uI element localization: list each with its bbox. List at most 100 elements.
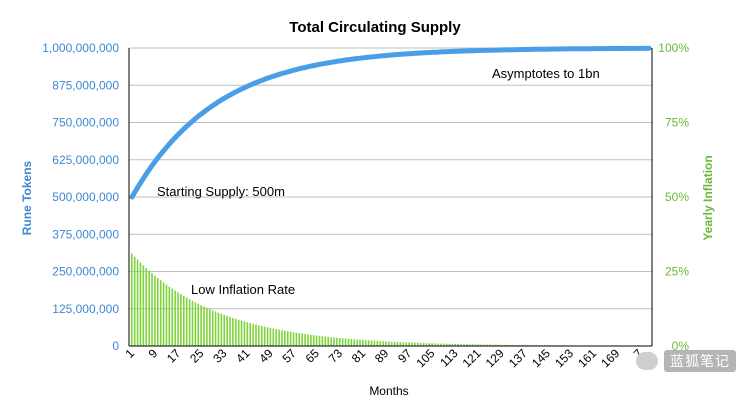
x-tick-label: 129 [483,346,507,370]
inflation-bar [195,302,197,346]
x-tick-label: 145 [529,346,553,370]
inflation-bar [134,257,136,346]
inflation-bar [174,291,176,346]
inflation-bar [235,319,237,346]
x-tick-label: 57 [279,346,299,366]
inflation-bar [327,337,329,346]
inflation-bar [226,316,228,346]
inflation-bar [391,342,393,346]
inflation-bar [223,315,225,346]
inflation-bar [385,341,387,346]
inflation-bar [287,331,289,346]
inflation-bar [151,273,153,346]
inflation-bar [131,254,133,346]
inflation-bar [345,339,347,346]
inflation-bar [197,304,199,346]
inflation-bar [342,338,344,346]
inflation-bar [382,341,384,346]
inflation-bar [232,318,234,346]
right-axis-label: Yearly Inflation [701,155,715,240]
inflation-bar [218,313,220,346]
inflation-bar [322,336,324,346]
x-tick-label: 113 [437,346,461,370]
inflation-bar [177,292,179,346]
inflation-bar [209,309,211,346]
left-tick-label: 125,000,000 [52,302,119,316]
inflation-bar [290,332,292,346]
inflation-bar [362,340,364,346]
inflation-bar [379,341,381,346]
right-tick-label: 50% [665,190,689,204]
left-axis-ticks: 0125,000,000250,000,000375,000,000500,00… [42,41,119,353]
right-tick-label: 75% [665,116,689,130]
inflation-bar [411,343,413,346]
inflation-bar [281,330,283,346]
inflation-bar [238,320,240,346]
x-tick-label: 25 [187,346,207,366]
inflation-bar [169,287,171,346]
watermark: 蓝狐笔记 [636,350,736,372]
inflation-bar [365,340,367,346]
inflation-bar [333,337,335,346]
inflation-bar [171,289,173,346]
inflation-bar [330,337,332,346]
inflation-bar [252,324,254,346]
inflation-bar [296,333,298,346]
inflation-bar [157,278,159,346]
inflation-bar [255,325,257,346]
x-tick-label: 65 [303,346,323,366]
inflation-bar [316,336,318,346]
x-tick-label: 81 [349,346,369,366]
inflation-bar [221,314,223,346]
inflation-bar [192,301,194,346]
inflation-bar [200,305,202,346]
inflation-bar [336,338,338,346]
x-tick-label: 105 [413,346,437,370]
inflation-bar [212,310,214,346]
inflation-bar [371,341,373,346]
right-tick-label: 25% [665,265,689,279]
inflation-bar [261,326,263,346]
left-tick-label: 625,000,000 [52,153,119,167]
chart-title: Total Circulating Supply [289,19,461,36]
inflation-bar [154,276,156,346]
inflation-bar [203,307,205,346]
inflation-bar [353,339,355,346]
inflation-bar [374,341,376,346]
inflation-bar [229,317,231,346]
left-tick-label: 500,000,000 [52,190,119,204]
inflation-bar [145,268,147,346]
watermark-text: 蓝狐笔记 [664,350,736,372]
inflation-bar [249,323,251,346]
inflation-bar [163,282,165,346]
inflation-bar [368,340,370,346]
annotation-asymptote: Asymptotes to 1bn [492,66,600,81]
x-tick-label: 169 [598,346,622,370]
chat-bubble-icon [636,352,658,370]
x-tick-label: 97 [395,346,415,366]
inflation-bar [388,342,390,346]
inflation-bar [166,285,168,346]
x-tick-label: 137 [506,346,530,370]
x-tick-label: 33 [210,346,230,366]
inflation-bar [180,294,182,346]
left-tick-label: 750,000,000 [52,116,119,130]
x-tick-label: 89 [372,346,392,366]
inflation-bar [215,312,217,346]
inflation-bar [270,328,272,346]
left-tick-label: 0 [112,339,119,353]
inflation-bars [131,254,650,346]
inflation-bar [400,342,402,346]
inflation-bar [405,342,407,346]
inflation-bar [402,342,404,346]
inflation-bar [293,332,295,346]
inflation-bar [137,260,139,346]
inflation-bar [301,334,303,346]
inflation-bar [359,340,361,346]
left-tick-label: 875,000,000 [52,78,119,92]
inflation-bar [356,339,358,346]
x-tick-label: 49 [256,346,276,366]
inflation-bar [284,331,286,346]
inflation-bar [348,339,350,346]
